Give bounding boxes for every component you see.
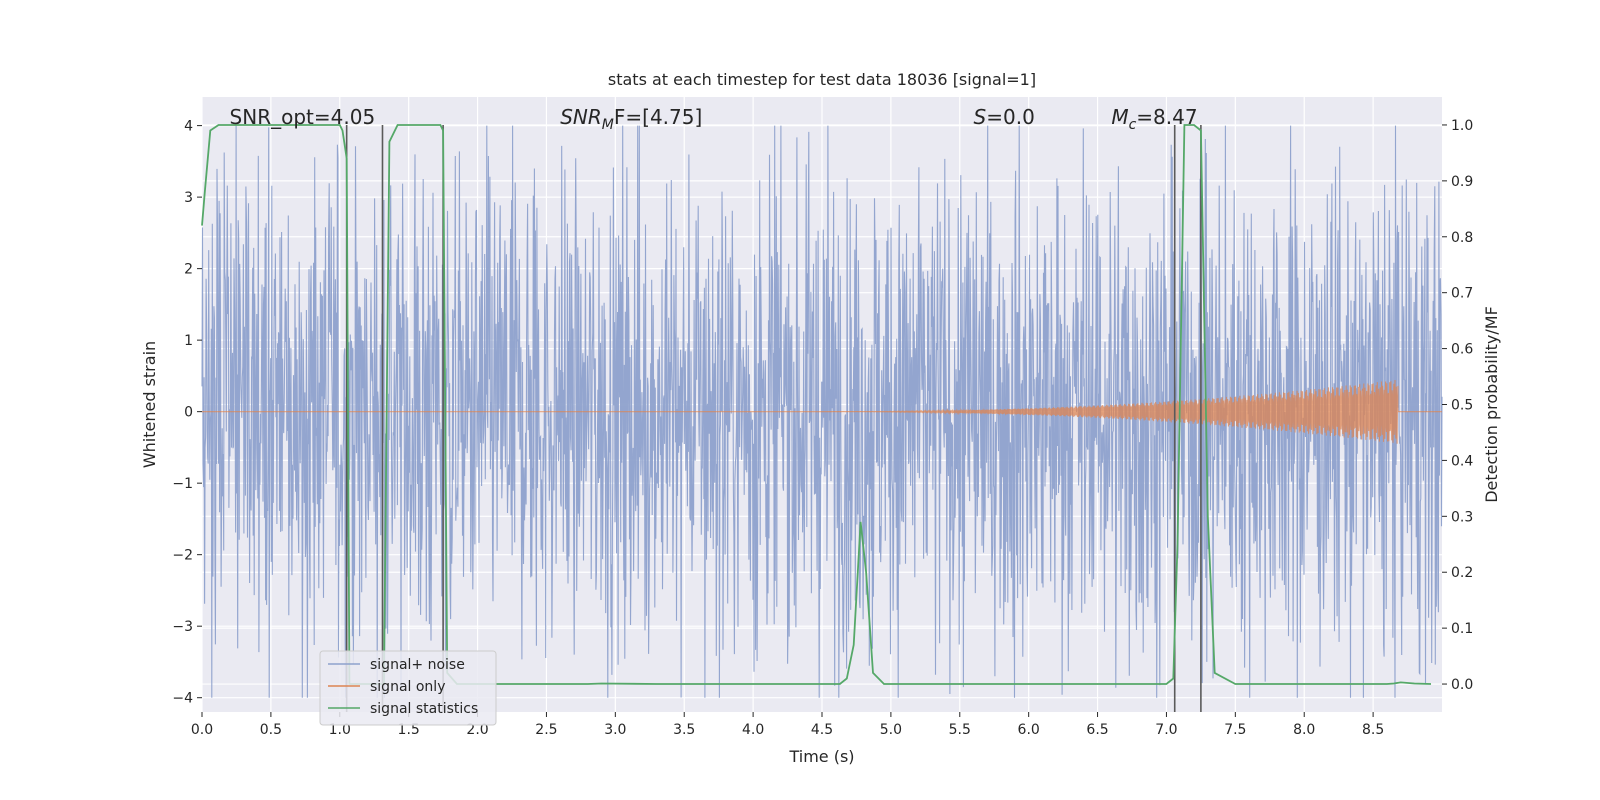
legend: signal+ noise signal only signal statist… xyxy=(319,650,497,726)
series-signal-statistics xyxy=(201,124,1432,685)
annotation-mc-base: M xyxy=(1111,105,1128,129)
x-tick-label: 0.5 xyxy=(260,722,282,738)
annotation-snr-mf: SNRMF=[4.75] xyxy=(560,105,702,133)
y-tick-label: 4 xyxy=(184,119,193,135)
chart-title: stats at each timestep for test data 180… xyxy=(608,70,1036,89)
x-tick-label: 8.0 xyxy=(1293,722,1315,738)
y-axis-ticks: −4 −3 −2 −1 0 1 2 3 4 xyxy=(172,119,202,707)
x-tick-label: 4.0 xyxy=(742,722,764,738)
y-right-tick-label: 0.8 xyxy=(1451,230,1473,246)
x-tick-label: 7.5 xyxy=(1224,722,1246,738)
x-tick-label: 3.5 xyxy=(673,722,695,738)
series-signal-only xyxy=(202,379,1442,444)
x-axis-ticks: 0.0 0.5 1.0 1.5 2.0 2.5 3.0 3.5 4.0 4.5 5.0 5.5 6.0 6… xyxy=(191,712,1384,738)
legend-label-signal-statistics: signal statistics xyxy=(370,701,478,717)
y-tick-label: −3 xyxy=(172,619,193,635)
y-right-tick-label: 0.5 xyxy=(1451,398,1473,414)
legend-label-signal-noise: signal+ noise xyxy=(370,657,465,673)
y-axis-right-ticks: 0.0 0.1 0.2 0.3 0.4 0.5 0.6 0.7 0.8 0.9 1.0 xyxy=(1442,118,1473,693)
y-right-tick-label: 1.0 xyxy=(1451,118,1473,134)
x-tick-label: 5.5 xyxy=(949,722,971,738)
y-right-tick-label: 0.6 xyxy=(1451,342,1473,358)
y-tick-label: −4 xyxy=(172,691,193,707)
annotation-snr-mf-base: SNR xyxy=(560,105,602,129)
annotation-snr-mf-sub: M xyxy=(602,117,614,133)
x-tick-label: 6.5 xyxy=(1086,722,1108,738)
y-tick-label: 0 xyxy=(184,405,193,421)
signal-statistics-line xyxy=(201,124,1432,685)
y-tick-label: −2 xyxy=(172,548,193,564)
y-tick-label: −1 xyxy=(172,476,193,492)
y-tick-label: 2 xyxy=(184,262,193,278)
y-tick-label: 1 xyxy=(184,333,193,349)
signal-only-line xyxy=(202,379,1442,444)
y-right-tick-label: 0.0 xyxy=(1451,677,1473,693)
y-axis-title: Whitened strain xyxy=(140,341,159,468)
x-tick-label: 1.5 xyxy=(398,722,420,738)
x-axis-title: Time (s) xyxy=(788,747,854,766)
annotation-s-value: S=0.0 xyxy=(974,105,1035,129)
x-tick-label: 8.5 xyxy=(1362,722,1384,738)
x-tick-label: 7.0 xyxy=(1155,722,1177,738)
y-right-tick-label: 0.3 xyxy=(1451,509,1473,525)
x-tick-label: 4.5 xyxy=(811,722,833,738)
x-tick-label: 6.0 xyxy=(1018,722,1040,738)
x-tick-label: 3.0 xyxy=(604,722,626,738)
y-right-tick-label: 0.4 xyxy=(1451,453,1473,469)
y-right-tick-label: 0.7 xyxy=(1451,286,1473,302)
annotation-mc-value: Mc=8.47 xyxy=(1111,105,1197,133)
x-tick-label: 5.0 xyxy=(880,722,902,738)
legend-box xyxy=(319,650,497,726)
series-signal-noise xyxy=(201,125,1443,698)
annotation-mc-rest: =8.47 xyxy=(1136,105,1197,129)
annotation-s-rest: =0.0 xyxy=(986,105,1035,129)
x-tick-label: 2.5 xyxy=(535,722,557,738)
y-tick-label: 3 xyxy=(184,190,193,206)
annotation-mc-sub: c xyxy=(1129,117,1137,133)
legend-label-signal-only: signal only xyxy=(370,679,445,695)
y-right-tick-label: 0.1 xyxy=(1451,621,1473,637)
annotation-snr-opt: SNR_opt=4.05 xyxy=(230,105,376,129)
annotations: SNR_opt=4.05 SNRMF=[4.75] S=0.0 Mc=8.47 xyxy=(230,105,1198,133)
x-tick-label: 2.0 xyxy=(466,722,488,738)
y-right-tick-label: 0.2 xyxy=(1451,565,1473,581)
x-tick-label: 1.0 xyxy=(329,722,351,738)
annotation-s-base: S xyxy=(974,105,987,129)
signal-noise-line xyxy=(201,125,1443,698)
annotation-snr-mf-rest: F=[4.75] xyxy=(614,105,702,129)
x-tick-label: 0.0 xyxy=(191,722,213,738)
y-right-tick-label: 0.9 xyxy=(1451,174,1473,190)
y-axis-right-title: Detection probability/MF xyxy=(1482,306,1501,503)
